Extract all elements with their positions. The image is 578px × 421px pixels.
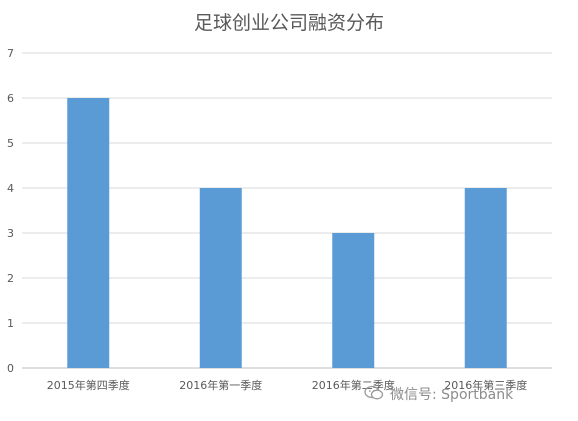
bar [332,233,375,368]
x-tick-label: 2016年第三季度 [444,378,527,392]
bar [199,188,242,368]
x-tick-label: 2015年第四季度 [47,378,130,392]
y-tick-label: 1 [7,317,14,330]
y-tick-label: 4 [7,182,14,195]
y-tick-label: 6 [7,92,14,105]
y-tick-label: 2 [7,272,14,285]
y-tick-label: 5 [7,137,14,150]
watermark-text: 微信号: Sportbank [390,387,514,403]
y-tick-label: 3 [7,227,14,240]
bar [67,98,110,368]
y-tick-label: 7 [7,47,14,60]
bar [464,188,507,368]
chart-title: 足球创业公司融资分布 [193,12,384,34]
y-tick-label: 0 [7,362,14,375]
wechat-icon [364,385,384,405]
x-tick-label: 2016年第二季度 [312,378,395,392]
watermark: 微信号: Sportbank [364,384,513,405]
x-tick-label: 2016年第一季度 [179,378,262,392]
